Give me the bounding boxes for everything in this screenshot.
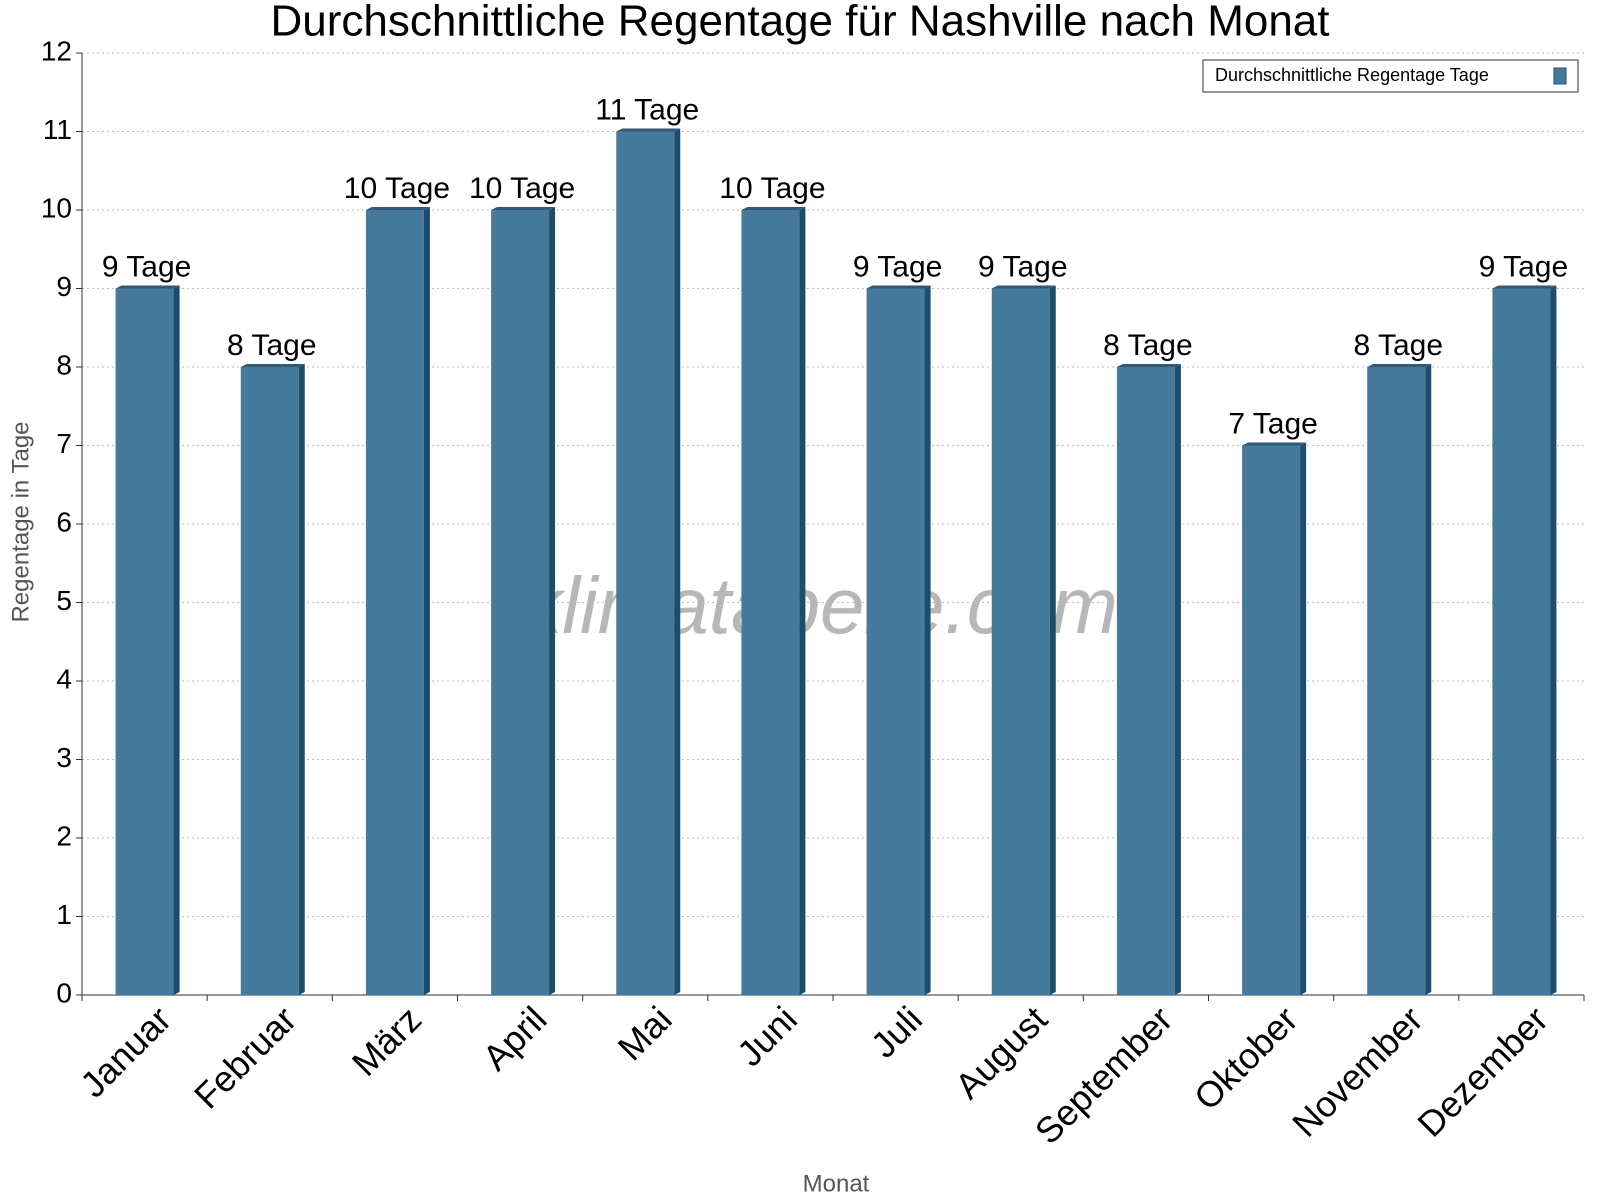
bar-top [741,207,806,210]
x-tick-label: Mai [610,998,680,1068]
bar [365,210,424,995]
bar [1116,367,1175,995]
data-label: 7 Tage [1228,407,1318,440]
x-tick-label: April [475,998,555,1078]
data-label: 9 Tage [853,250,943,283]
y-tick-label: 7 [56,428,72,459]
bar-top [991,285,1056,289]
y-tick-label: 10 [41,192,72,223]
bar-top [1242,442,1307,446]
y-tick-label: 2 [56,820,72,851]
bar-side [298,364,305,995]
x-tick-label: November [1284,998,1430,1144]
y-axis-label: Regentage in Tage [7,421,34,622]
chart-title: Durchschnittliche Regentage für Nashvill… [270,0,1329,46]
bar-side [173,285,180,995]
x-axis-label: Monat [803,1170,870,1197]
bar-top [1367,364,1432,367]
y-tick-label: 9 [56,271,72,302]
bar-side [1174,364,1181,995]
data-label: 8 Tage [1353,329,1443,362]
bar [1492,288,1551,995]
y-tick-label: 5 [56,585,72,616]
y-tick-label: 3 [56,742,72,773]
bar [115,288,174,995]
y-tick-label: 4 [56,663,72,694]
bar-side [799,207,806,995]
data-label: 11 Tage [595,93,699,126]
bar-top [616,128,681,132]
x-tick-label: Juli [863,998,930,1065]
bar [991,288,1050,995]
bar-top [1492,285,1557,289]
data-label: 8 Tage [1103,329,1193,362]
bar-top [115,285,180,289]
y-tick-label: 12 [41,35,72,66]
bar-side [1425,364,1432,995]
y-tick-label: 0 [56,977,72,1008]
y-tick-label: 8 [56,349,72,380]
bar-top [365,207,430,210]
legend-box [1202,59,1579,93]
bar-top [491,207,556,210]
x-tick-label: Januar [72,998,179,1105]
bar [616,131,675,995]
x-tick-label: Februar [186,998,304,1116]
bar-side [924,285,931,995]
data-label: 9 Tage [1479,250,1569,283]
data-label: 9 Tage [978,250,1068,283]
data-label: 8 Tage [227,329,317,362]
bar [1367,367,1426,995]
bar [491,210,550,995]
bar-side [1300,442,1307,995]
y-tick-label: 6 [56,506,72,537]
x-tick-label: Dezember [1409,998,1555,1144]
x-tick-label: August [947,998,1055,1106]
y-tick-label: 1 [56,899,72,930]
data-label: 9 Tage [102,250,192,283]
bar-side [1550,285,1557,995]
data-label: 10 Tage [469,172,575,205]
x-tick-label: März [344,998,430,1084]
x-tick-label: Juni [729,998,805,1074]
bar-top [866,285,931,289]
bar [240,367,299,995]
bar-side [549,207,556,995]
bar-top [1116,364,1181,367]
legend-label: Durchschnittliche Regentage Tage [1215,65,1489,85]
bar-side [423,207,430,995]
data-label: 10 Tage [719,172,825,205]
bar [866,288,925,995]
x-tick-label: Oktober [1186,998,1306,1118]
bar-side [674,128,681,995]
y-tick-label: 11 [43,114,72,145]
data-label: 10 Tage [344,172,450,205]
bar [1242,445,1301,995]
bar-side [1049,285,1056,995]
bar-top [240,364,305,367]
x-tick-label: September [1027,998,1181,1152]
legend-swatch [1553,67,1567,85]
bar [741,210,800,995]
